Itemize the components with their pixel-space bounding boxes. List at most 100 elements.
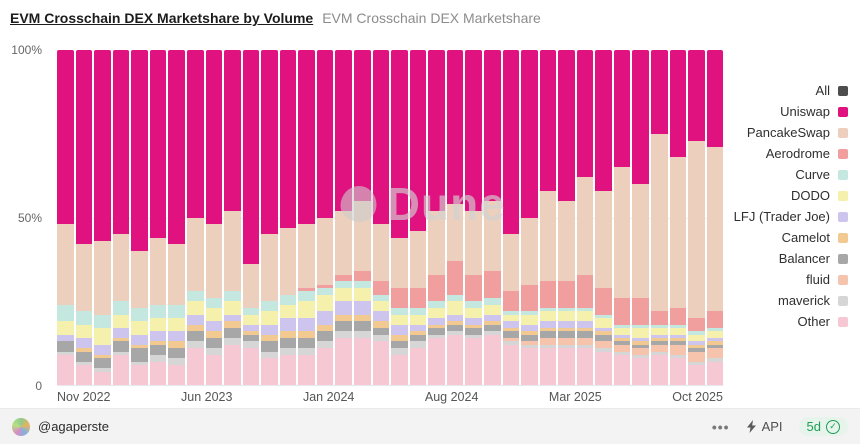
bar-segment-maverick[interactable]: [316, 341, 334, 349]
bar-oct-2024[interactable]: [483, 50, 501, 385]
bar-segment-balancer[interactable]: [279, 338, 297, 349]
bar-segment-camelot[interactable]: [149, 341, 167, 345]
bar-segment-fluid[interactable]: [521, 341, 538, 345]
bar-segment-pancakeswap[interactable]: [502, 234, 520, 292]
bar-segment-aerodrome[interactable]: [706, 311, 724, 329]
bar-segment-fluid[interactable]: [669, 344, 687, 355]
bar-segment-aerodrome[interactable]: [446, 261, 464, 295]
author-handle[interactable]: @agaperste: [38, 419, 110, 434]
bar-segment-uniswap[interactable]: [94, 50, 111, 241]
bar-segment-other[interactable]: [521, 348, 538, 385]
bar-segment-maverick[interactable]: [242, 341, 260, 349]
bar-segment-dodo[interactable]: [595, 318, 612, 329]
bar-oct-2023[interactable]: [261, 50, 278, 385]
legend-item-fluid[interactable]: fluid: [734, 273, 848, 286]
bar-segment-maverick[interactable]: [483, 331, 501, 335]
bar-segment-other[interactable]: [372, 341, 390, 385]
bar-segment-balancer[interactable]: [94, 358, 111, 369]
bar-feb-2024[interactable]: [335, 50, 352, 385]
bar-segment-curve[interactable]: [539, 308, 557, 312]
bar-segment-camelot[interactable]: [669, 338, 687, 342]
bar-segment-pancakeswap[interactable]: [94, 241, 111, 315]
bar-segment-dodo[interactable]: [242, 314, 260, 325]
bar-segment-lfj-trader-joe[interactable]: [558, 321, 575, 329]
bar-segment-uniswap[interactable]: [242, 50, 260, 265]
bar-segment-curve[interactable]: [335, 281, 352, 288]
bar-segment-dodo[interactable]: [706, 331, 724, 339]
bar-segment-lfj-trader-joe[interactable]: [632, 338, 649, 342]
legend-item-other[interactable]: Other: [734, 315, 848, 328]
bar-segment-dodo[interactable]: [539, 311, 557, 322]
bar-segment-dodo[interactable]: [112, 314, 130, 329]
query-title-link[interactable]: EVM Crosschain DEX Marketshare by Volume: [10, 10, 314, 26]
bar-segment-dodo[interactable]: [576, 311, 594, 322]
bar-segment-uniswap[interactable]: [669, 50, 687, 158]
bar-segment-aerodrome[interactable]: [595, 287, 612, 315]
bar-segment-aerodrome[interactable]: [632, 297, 649, 325]
bar-segment-maverick[interactable]: [335, 331, 352, 339]
bar-mar-2025[interactable]: [576, 50, 594, 385]
bar-segment-balancer[interactable]: [632, 344, 649, 349]
bar-jan-2023[interactable]: [94, 50, 111, 385]
bar-segment-pancakeswap[interactable]: [539, 190, 557, 282]
bar-segment-dodo[interactable]: [372, 301, 390, 312]
bar-segment-dodo[interactable]: [483, 304, 501, 315]
refresh-badge[interactable]: 5d ✓: [798, 417, 848, 436]
bar-segment-other[interactable]: [706, 361, 724, 385]
bar-segment-lfj-trader-joe[interactable]: [279, 318, 297, 332]
bar-segment-camelot[interactable]: [205, 331, 223, 339]
bar-segment-other[interactable]: [75, 364, 93, 385]
bar-segment-aerodrome[interactable]: [521, 284, 538, 312]
bar-segment-dodo[interactable]: [502, 314, 520, 322]
bar-segment-balancer[interactable]: [706, 344, 724, 349]
bar-segment-lfj-trader-joe[interactable]: [149, 331, 167, 342]
bar-segment-curve[interactable]: [186, 291, 204, 302]
bar-segment-other[interactable]: [613, 354, 631, 385]
bar-segment-aerodrome[interactable]: [576, 274, 594, 309]
bar-segment-pancakeswap[interactable]: [521, 217, 538, 285]
bar-nov-2023[interactable]: [279, 50, 297, 385]
bar-segment-dodo[interactable]: [521, 314, 538, 325]
bar-segment-other[interactable]: [688, 364, 705, 385]
bar-segment-uniswap[interactable]: [298, 50, 315, 225]
bar-segment-aerodrome[interactable]: [669, 308, 687, 325]
bar-segment-maverick[interactable]: [354, 331, 371, 339]
bar-segment-balancer[interactable]: [669, 341, 687, 345]
bar-segment-fluid[interactable]: [651, 344, 668, 352]
bar-segment-other[interactable]: [242, 348, 260, 385]
bar-segment-maverick[interactable]: [186, 341, 204, 349]
legend-item-pancakeswap[interactable]: PancakeSwap: [734, 126, 848, 139]
bar-segment-camelot[interactable]: [279, 331, 297, 339]
bar-segment-dodo[interactable]: [261, 311, 278, 325]
legend-item-maverick[interactable]: maverick: [734, 294, 848, 307]
bar-segment-lfj-trader-joe[interactable]: [372, 311, 390, 322]
bar-segment-camelot[interactable]: [261, 334, 278, 342]
bar-segment-balancer[interactable]: [57, 341, 74, 352]
bar-segment-dodo[interactable]: [335, 287, 352, 302]
bar-segment-pancakeswap[interactable]: [149, 237, 167, 305]
bar-segment-uniswap[interactable]: [632, 50, 649, 185]
bar-segment-other[interactable]: [279, 354, 297, 385]
bar-segment-lfj-trader-joe[interactable]: [335, 301, 352, 315]
bar-segment-uniswap[interactable]: [428, 50, 445, 211]
bar-segment-uniswap[interactable]: [354, 50, 371, 201]
bar-segment-curve[interactable]: [261, 301, 278, 312]
bar-segment-uniswap[interactable]: [149, 50, 167, 238]
bar-segment-uniswap[interactable]: [613, 50, 631, 168]
bar-segment-lfj-trader-joe[interactable]: [57, 334, 74, 342]
bar-segment-curve[interactable]: [242, 308, 260, 315]
bar-segment-lfj-trader-joe[interactable]: [539, 321, 557, 329]
bar-segment-maverick[interactable]: [706, 358, 724, 362]
bar-segment-other[interactable]: [502, 344, 520, 385]
bar-segment-maverick[interactable]: [521, 344, 538, 349]
bar-segment-maverick[interactable]: [595, 348, 612, 352]
bar-segment-curve[interactable]: [168, 304, 185, 319]
bar-segment-maverick[interactable]: [632, 354, 649, 359]
bar-segment-dodo[interactable]: [205, 308, 223, 322]
bar-segment-uniswap[interactable]: [335, 50, 352, 211]
bar-segment-maverick[interactable]: [168, 358, 185, 365]
bar-segment-balancer[interactable]: [372, 328, 390, 335]
bar-segment-aerodrome[interactable]: [558, 281, 575, 309]
legend-item-uniswap[interactable]: Uniswap: [734, 105, 848, 118]
bar-segment-balancer[interactable]: [651, 341, 668, 345]
